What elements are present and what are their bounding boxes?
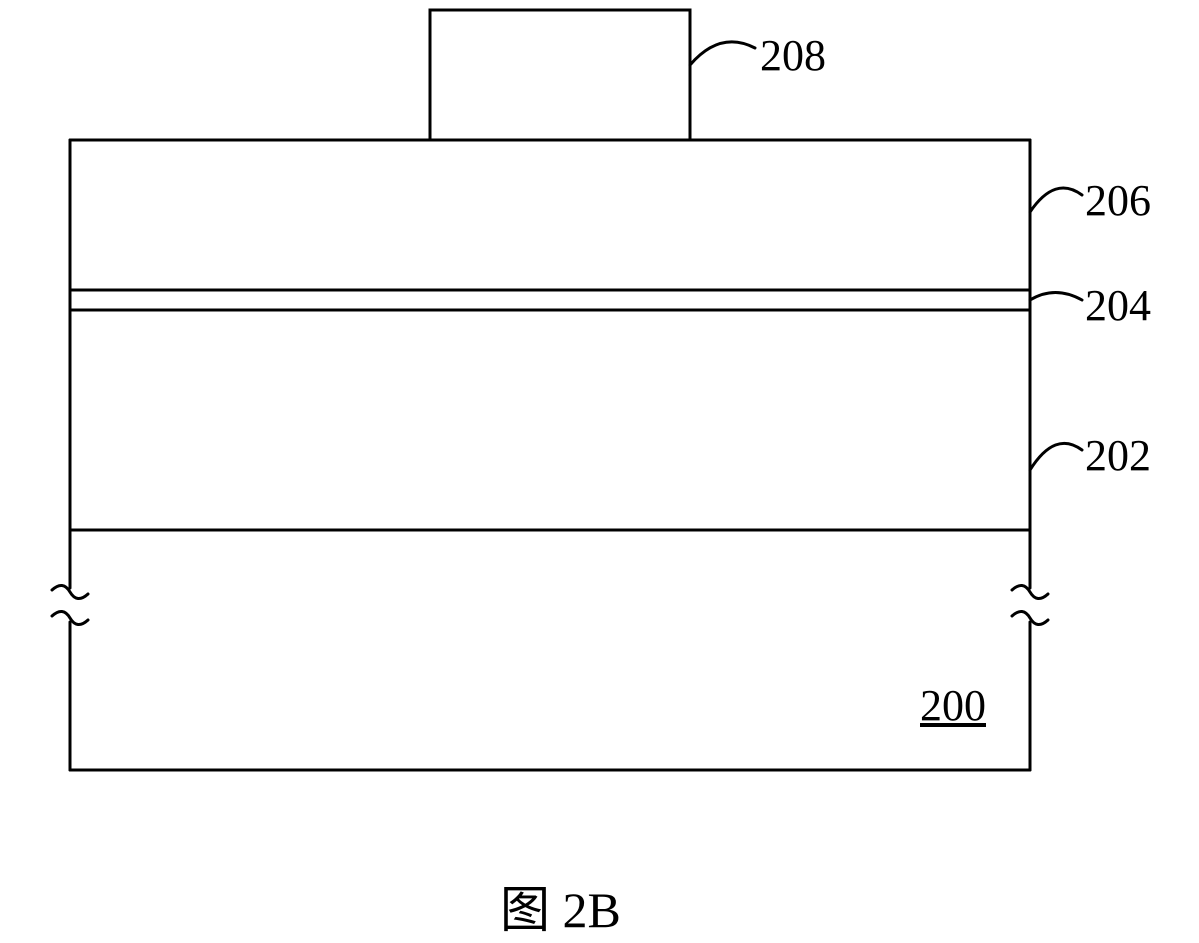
label-208: 208	[760, 30, 826, 81]
label-200: 200	[920, 680, 986, 731]
figure-caption: 图 2B	[500, 870, 621, 942]
block-208	[430, 10, 690, 140]
diagram-svg	[0, 0, 1199, 943]
diagram-stage: 208 206 204 202 200 图 2B	[0, 0, 1199, 943]
label-206: 206	[1085, 175, 1151, 226]
label-202: 202	[1085, 430, 1151, 481]
label-204: 204	[1085, 280, 1151, 331]
leader-204	[1030, 293, 1082, 301]
leader-202	[1030, 443, 1082, 470]
leader-208	[690, 42, 755, 65]
leader-206	[1030, 188, 1082, 212]
